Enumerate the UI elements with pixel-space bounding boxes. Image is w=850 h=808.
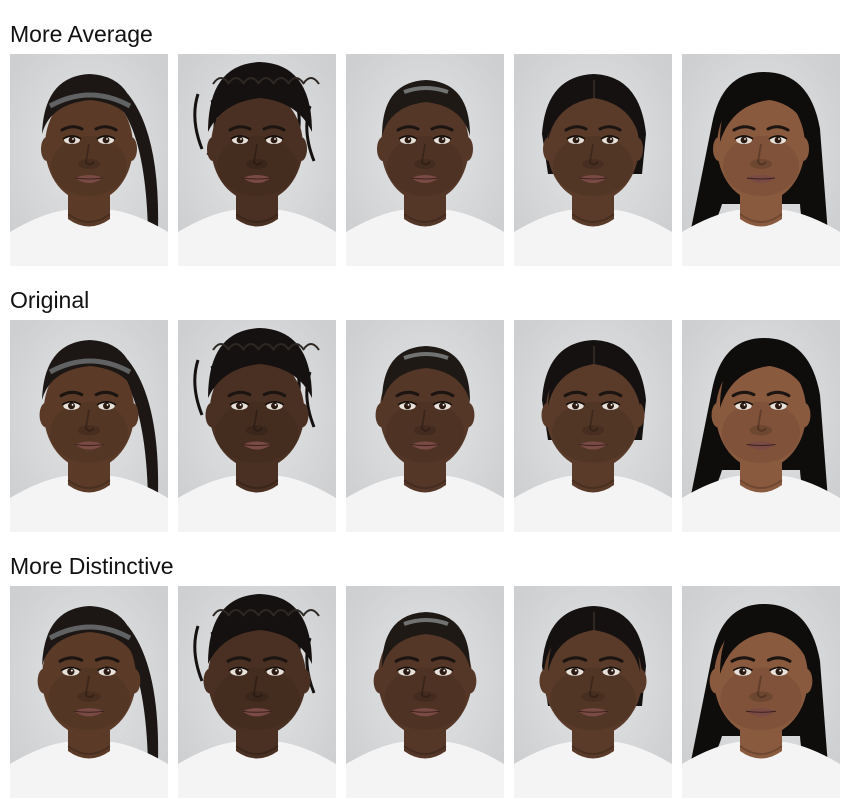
hair-front [548,610,640,672]
hair-back [122,94,159,232]
shirt [10,210,168,266]
face-shape [209,354,305,469]
hair-front [208,594,320,664]
portrait-average-3 [346,54,504,266]
hair-front [548,78,640,140]
portrait-image [514,54,672,266]
portrait-image [10,586,168,798]
portrait-image [10,54,168,266]
row-label-more-average: More Average [10,21,153,47]
portrait-average-5 [682,54,840,266]
shirt [10,476,168,532]
hair-front [382,346,470,402]
shirt [682,476,840,532]
hair-back [122,360,159,498]
portrait-average-1 [10,54,168,266]
portrait-image [514,586,672,798]
face-row-more-average [10,54,840,266]
shirt [10,742,168,798]
face-row-more-distinctive [10,586,840,798]
portrait-average-2 [178,54,336,266]
shirt [346,210,504,266]
hair-front [720,346,812,410]
portrait-original-1 [10,320,168,532]
portrait-original-2 [178,320,336,532]
row-label-more-distinctive: More Distinctive [10,553,174,579]
face-shape [41,619,137,737]
hair-front [382,80,470,136]
portrait-image [346,320,504,532]
shirt [178,476,336,532]
face-shape [545,354,641,469]
portrait-image [682,54,840,266]
shirt [682,742,840,798]
portrait-distinctive-3 [346,586,504,798]
hair-front [42,340,138,400]
portrait-original-4 [514,320,672,532]
portrait-image [514,320,672,532]
shirt [346,476,504,532]
hair-front [720,612,812,676]
hair-front [720,80,812,144]
face-shape [381,90,469,202]
hair-front [208,328,320,398]
portrait-image [178,54,336,266]
portrait-image [10,320,168,532]
hair-front [382,612,470,668]
portrait-image [682,320,840,532]
face-shape [547,90,639,202]
portrait-distinctive-2 [178,586,336,798]
shirt [514,476,672,532]
face-shape [543,619,643,737]
face-shape [717,90,805,202]
face-shape [211,90,303,202]
face-shape [715,354,807,469]
portrait-distinctive-4 [514,586,672,798]
portrait-distinctive-5 [682,586,840,798]
face-shape [713,619,809,737]
portrait-original-3 [346,320,504,532]
hair-front [42,606,138,666]
portrait-image [346,586,504,798]
hair-back [122,626,159,764]
portrait-distinctive-1 [10,586,168,798]
face-shape [379,354,471,469]
face-shape [377,619,473,737]
portrait-image [178,586,336,798]
face-shape [45,90,133,202]
shirt [178,742,336,798]
shirt [514,210,672,266]
portrait-original-5 [682,320,840,532]
portrait-image [682,586,840,798]
hair-front [42,74,138,134]
portrait-image [178,320,336,532]
shirt [346,742,504,798]
shirt [178,210,336,266]
shirt [682,210,840,266]
row-label-original: Original [10,287,90,313]
hair-front [548,344,640,406]
face-row-original [10,320,840,532]
hair-front [208,62,320,132]
face-shape [207,619,307,737]
shirt [514,742,672,798]
portrait-average-4 [514,54,672,266]
portrait-image [346,54,504,266]
face-shape [43,354,135,469]
